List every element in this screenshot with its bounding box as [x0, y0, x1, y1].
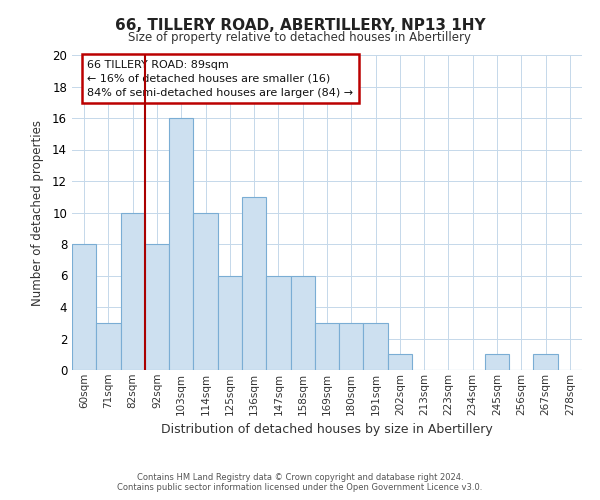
- Bar: [96, 323, 121, 370]
- Text: 66 TILLERY ROAD: 89sqm
← 16% of detached houses are smaller (16)
84% of semi-det: 66 TILLERY ROAD: 89sqm ← 16% of detached…: [88, 60, 353, 98]
- Bar: [533, 354, 558, 370]
- Bar: [218, 276, 242, 370]
- Bar: [266, 276, 290, 370]
- Bar: [193, 212, 218, 370]
- Text: Contains HM Land Registry data © Crown copyright and database right 2024.
Contai: Contains HM Land Registry data © Crown c…: [118, 473, 482, 492]
- Bar: [72, 244, 96, 370]
- Bar: [485, 354, 509, 370]
- Bar: [145, 244, 169, 370]
- Bar: [315, 323, 339, 370]
- X-axis label: Distribution of detached houses by size in Abertillery: Distribution of detached houses by size …: [161, 423, 493, 436]
- Bar: [169, 118, 193, 370]
- Bar: [290, 276, 315, 370]
- Bar: [242, 196, 266, 370]
- Text: 66, TILLERY ROAD, ABERTILLERY, NP13 1HY: 66, TILLERY ROAD, ABERTILLERY, NP13 1HY: [115, 18, 485, 32]
- Bar: [339, 323, 364, 370]
- Bar: [364, 323, 388, 370]
- Bar: [121, 212, 145, 370]
- Bar: [388, 354, 412, 370]
- Text: Size of property relative to detached houses in Abertillery: Size of property relative to detached ho…: [128, 31, 472, 44]
- Y-axis label: Number of detached properties: Number of detached properties: [31, 120, 44, 306]
